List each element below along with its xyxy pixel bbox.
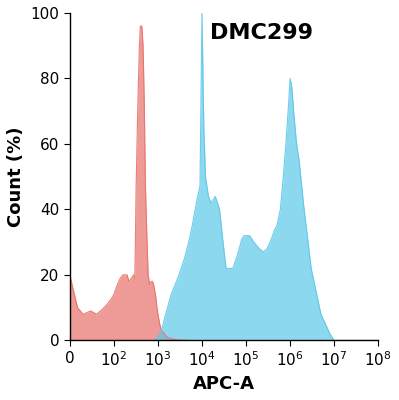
X-axis label: APC-A: APC-A: [193, 375, 255, 393]
Text: DMC299: DMC299: [209, 23, 312, 43]
Y-axis label: Count (%): Count (%): [7, 126, 25, 227]
